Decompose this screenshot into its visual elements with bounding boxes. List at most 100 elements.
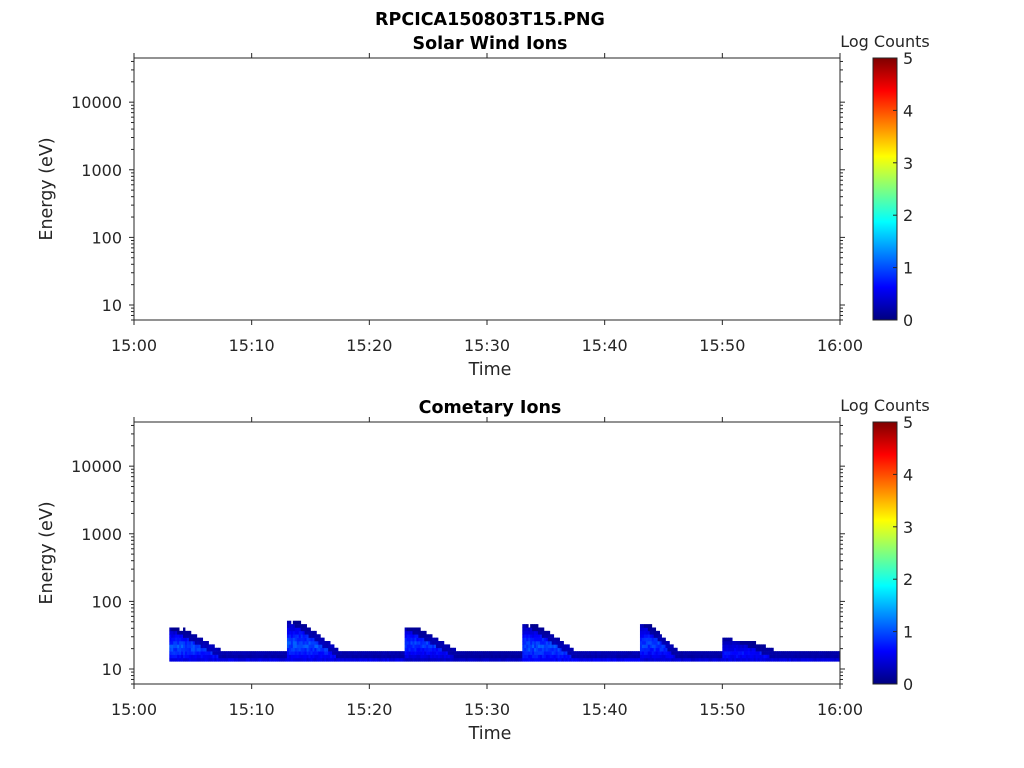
heatmap-cell — [453, 654, 457, 659]
heatmap-cell — [555, 641, 558, 645]
heatmap-cell — [532, 654, 535, 659]
heatmap-cell — [190, 634, 194, 638]
heatmap-cell — [569, 651, 572, 655]
heatmap-cell — [200, 651, 204, 655]
heatmap-cell — [363, 651, 366, 655]
heatmap-cell — [539, 651, 543, 655]
heatmap-cell — [541, 647, 545, 652]
heatmap-cell — [353, 657, 356, 662]
heatmap-cell — [643, 641, 647, 645]
heatmap-cell — [437, 654, 441, 659]
heatmap-cell — [255, 651, 258, 655]
heatmap-cell — [483, 657, 486, 662]
heatmap-cell — [524, 624, 527, 628]
heatmap-cell — [426, 651, 429, 655]
heatmap-cell — [269, 651, 272, 655]
heatmap-cell — [200, 637, 204, 642]
heatmap-cell — [294, 651, 298, 655]
heatmap-cell — [386, 657, 390, 662]
heatmap-cell — [404, 634, 407, 638]
heatmap-cell — [645, 654, 649, 659]
heatmap-cell — [418, 641, 421, 645]
heatmap-cell — [465, 651, 468, 655]
heatmap-cell — [308, 647, 311, 652]
heatmap-cell — [196, 637, 200, 642]
heatmap-cell — [363, 657, 366, 662]
heatmap-cell — [449, 647, 453, 652]
heatmap-cell — [218, 651, 221, 655]
heatmap-cell — [469, 651, 472, 655]
heatmap-cell — [318, 654, 321, 659]
heatmap-cell — [663, 657, 666, 662]
heatmap-cell — [838, 654, 840, 659]
heatmap-cell — [312, 634, 315, 638]
heatmap-cell — [247, 657, 251, 662]
heatmap-cell — [345, 657, 349, 662]
heatmap-cell — [808, 657, 811, 662]
heatmap-cell — [198, 641, 202, 645]
heatmap-cell — [288, 634, 292, 638]
heatmap-cell — [208, 654, 211, 659]
heatmap-cell — [306, 637, 309, 642]
heatmap-cell — [547, 637, 551, 642]
heatmap-cell — [559, 654, 562, 659]
heatmap-cell — [581, 657, 584, 662]
heatmap-cell — [541, 654, 545, 659]
heatmap-cell — [412, 651, 415, 655]
heatmap-cell — [639, 627, 643, 632]
heatmap-cell — [536, 657, 539, 662]
heatmap-cell — [769, 657, 772, 662]
heatmap-cell — [249, 657, 253, 662]
heatmap-cell — [549, 647, 553, 652]
heatmap-cell — [373, 657, 376, 662]
heatmap-cell — [730, 647, 733, 652]
heatmap-cell — [557, 647, 560, 652]
heatmap-cell — [673, 654, 676, 659]
heatmap-cell — [671, 647, 674, 652]
heatmap-cell — [436, 637, 439, 642]
heatmap-cell — [326, 644, 329, 649]
heatmap-cell — [692, 654, 696, 659]
colorbar-tick-label: 0 — [903, 675, 913, 694]
heatmap-cell — [288, 620, 292, 625]
heatmap-cell — [228, 654, 231, 659]
heatmap-cell — [445, 647, 449, 652]
heatmap-cell — [188, 634, 192, 638]
heatmap-cell — [775, 657, 778, 662]
heatmap-cell — [320, 651, 323, 655]
heatmap-cell — [792, 651, 796, 655]
heatmap-cell — [186, 644, 190, 649]
heatmap-cell — [500, 651, 504, 655]
heatmap-cell — [302, 647, 306, 652]
heatmap-cell — [653, 654, 657, 659]
heatmap-cell — [294, 641, 298, 645]
heatmap-cell — [547, 644, 551, 649]
heatmap-cell — [732, 654, 735, 659]
heatmap-cell — [420, 634, 423, 638]
heatmap-cell — [498, 654, 502, 659]
heatmap-cell — [530, 641, 533, 645]
heatmap-cell — [306, 651, 309, 655]
heatmap-cell — [308, 627, 311, 632]
heatmap-cell — [649, 641, 653, 645]
heatmap-cell — [306, 647, 309, 652]
heatmap-cell — [700, 654, 704, 659]
heatmap-cell — [441, 647, 445, 652]
heatmap-cell — [341, 651, 345, 655]
heatmap-cell — [649, 637, 653, 642]
heatmap-cell — [198, 651, 202, 655]
heatmap-cell — [322, 641, 325, 645]
heatmap-cell — [175, 641, 178, 645]
heatmap-cell — [436, 641, 439, 645]
heatmap-cell — [747, 657, 751, 662]
heatmap-cell — [306, 641, 309, 645]
heatmap-cell — [822, 657, 825, 662]
heatmap-cell — [290, 624, 294, 628]
heatmap-cell — [463, 657, 466, 662]
heatmap-cell — [659, 644, 662, 649]
heatmap-cell — [777, 651, 780, 655]
heatmap-cell — [496, 657, 500, 662]
heatmap-cell — [524, 644, 527, 649]
heatmap-cell — [326, 654, 329, 659]
heatmap-cell — [337, 651, 341, 655]
